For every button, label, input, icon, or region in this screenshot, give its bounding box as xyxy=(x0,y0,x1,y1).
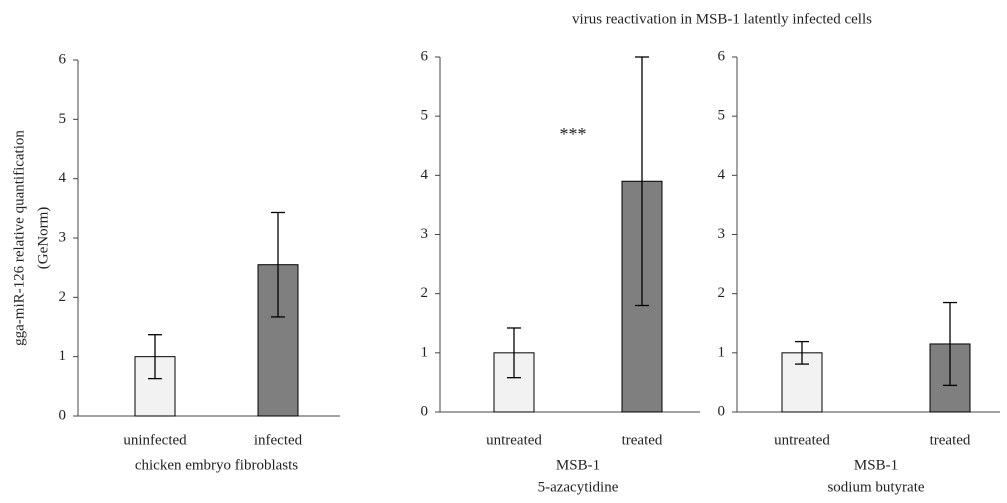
y-tick-label: 0 xyxy=(59,407,67,423)
y-tick-label: 3 xyxy=(718,226,726,242)
y-tick-label: 2 xyxy=(718,285,726,301)
x-tick-label: untreated xyxy=(774,432,830,448)
y-tick-label: 5 xyxy=(718,108,726,124)
y-tick-label: 5 xyxy=(421,108,429,124)
x-axis-label: MSB-1 xyxy=(556,457,600,473)
y-tick-label: 4 xyxy=(59,170,67,186)
y-tick-label: 6 xyxy=(421,48,429,64)
y-tick-label: 2 xyxy=(59,289,67,305)
y-tick-label: 4 xyxy=(421,167,429,183)
y-tick-label: 5 xyxy=(59,111,67,127)
x-tick-label: uninfected xyxy=(123,432,187,448)
y-tick-label: 0 xyxy=(421,403,429,419)
x-tick-label: treated xyxy=(622,432,663,448)
annotation: *** xyxy=(560,124,587,144)
figure-title: virus reactivation in MSB-1 latently inf… xyxy=(572,11,872,27)
x-tick-label: untreated xyxy=(486,432,542,448)
y-tick-label: 1 xyxy=(718,344,726,360)
y-tick-label: 6 xyxy=(59,51,67,67)
x-tick-label: treated xyxy=(930,432,971,448)
y-tick-label: 4 xyxy=(718,167,726,183)
x-axis-label: MSB-1 xyxy=(854,457,898,473)
x-tick-label: infected xyxy=(254,432,303,448)
y-axis-label: gga-miR-126 relative quantification xyxy=(11,130,27,346)
y-tick-label: 2 xyxy=(421,285,429,301)
x-axis-label: chicken embryo fibroblasts xyxy=(135,457,298,473)
y-tick-label: 3 xyxy=(421,226,429,242)
y-tick-label: 0 xyxy=(718,403,726,419)
y-tick-label: 6 xyxy=(718,48,726,64)
x-axis-label: 5-azacytidine xyxy=(538,479,619,495)
y-axis-label: (GeNorm) xyxy=(35,207,51,269)
x-axis-label: sodium butyrate xyxy=(827,479,924,495)
y-tick-label: 1 xyxy=(421,344,429,360)
y-tick-label: 1 xyxy=(59,348,67,364)
y-tick-label: 3 xyxy=(59,229,67,245)
